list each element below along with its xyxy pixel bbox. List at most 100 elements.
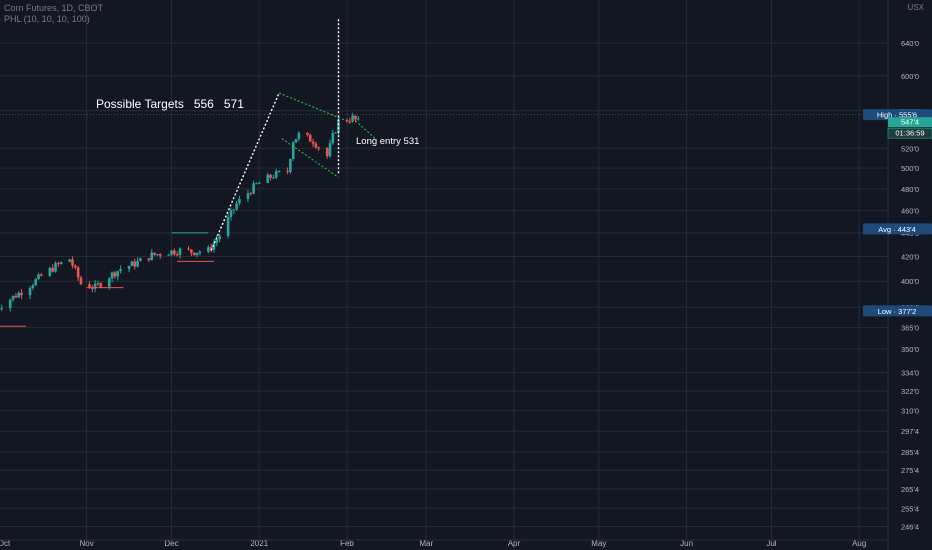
candle-body <box>334 132 337 134</box>
candle-body <box>17 292 21 298</box>
x-tick-label: Aug <box>852 539 866 548</box>
candle-body <box>246 193 250 200</box>
candle-body <box>178 248 182 255</box>
candle-body <box>57 263 60 265</box>
candle-body <box>311 141 315 144</box>
y-tick-label: 350'0 <box>901 345 919 354</box>
candle-body <box>192 252 196 256</box>
candle-body <box>306 132 309 136</box>
candle-body <box>48 267 52 276</box>
candle-body <box>266 174 270 183</box>
y-tick-label: 365'0 <box>901 324 919 333</box>
candle-body <box>110 272 114 279</box>
candle-body <box>325 148 329 157</box>
candle-body <box>331 133 335 144</box>
candle-body <box>215 239 219 243</box>
candle-body <box>116 271 120 277</box>
candle-body <box>212 242 216 250</box>
high-badge-text: High · 555'6 <box>877 111 917 120</box>
candle-body <box>345 119 349 122</box>
candle-body <box>130 261 134 266</box>
price-axis <box>888 0 932 550</box>
candle-body <box>34 279 37 286</box>
y-tick-label: 420'0 <box>901 252 919 261</box>
y-tick-label: 640'0 <box>901 39 919 48</box>
candle-body <box>127 265 131 270</box>
candle-body <box>255 183 258 185</box>
candle-body <box>238 199 241 204</box>
candle-body <box>294 139 298 143</box>
candle-body <box>277 171 281 173</box>
candle-body <box>79 277 83 285</box>
countdown-badge <box>887 127 932 139</box>
candle-body <box>14 295 18 298</box>
candle-body <box>20 292 23 296</box>
candle-body <box>40 274 43 276</box>
candle-body <box>173 250 176 255</box>
candle-body <box>187 248 190 250</box>
candle-body <box>74 265 77 268</box>
x-tick-label: Mar <box>419 539 433 548</box>
candle-body <box>291 142 295 160</box>
candle-body <box>37 274 40 280</box>
candle-body <box>96 283 100 285</box>
candle-body <box>68 259 71 263</box>
breakout-line <box>355 120 376 140</box>
y-tick-label: 322'0 <box>901 387 919 396</box>
candle-body <box>314 143 318 148</box>
symbol-title: Corn Futures, 1D, CBOT <box>4 3 104 13</box>
x-tick-label: Dec <box>164 539 178 548</box>
candle-body <box>257 182 261 184</box>
x-tick-label: 2021 <box>250 539 268 548</box>
candle-body <box>308 135 312 142</box>
candle-body <box>150 252 154 261</box>
candle-body <box>354 115 357 120</box>
candle-body <box>170 250 173 255</box>
candle-body <box>167 254 170 256</box>
y-tick-label: 520'0 <box>901 144 919 153</box>
currency-label: USX <box>907 3 924 12</box>
candle-body <box>156 254 159 256</box>
low-badge-text: Low · 377'2 <box>878 307 917 316</box>
y-tick-label: 334'0 <box>901 369 919 378</box>
candle-body <box>317 147 320 149</box>
y-tick-label: 246'4 <box>901 522 919 531</box>
y-tick-label: 265'4 <box>901 485 919 494</box>
last-price-badge-text: 547'4 <box>901 118 919 127</box>
flagpole-line <box>210 92 280 251</box>
y-tick-label: 460'0 <box>901 206 919 215</box>
candle-body <box>207 247 210 252</box>
last-price-badge <box>888 117 932 128</box>
candle-body <box>99 283 103 287</box>
y-tick-label: 500'0 <box>901 164 919 173</box>
indicator-label: PHL (10, 10, 10, 100) <box>4 14 90 24</box>
x-tick-label: Apr <box>508 539 521 548</box>
x-tick-label: Jun <box>680 539 693 548</box>
candle-body <box>175 254 179 256</box>
candle-body <box>289 159 292 172</box>
candle-body <box>153 252 156 255</box>
candle-body <box>51 267 54 272</box>
candle-body <box>119 269 122 272</box>
candle-body <box>351 115 354 122</box>
candle-body <box>286 171 289 173</box>
candle-body <box>232 209 236 211</box>
candle-body <box>107 278 111 287</box>
candle-body <box>28 287 32 296</box>
candle-body <box>252 183 255 194</box>
candle-body <box>31 285 35 288</box>
y-tick-label: 600'0 <box>901 72 919 81</box>
candle-body <box>274 171 278 178</box>
candle-body <box>328 143 332 157</box>
candle-body <box>297 132 301 140</box>
candle-body <box>337 119 340 133</box>
y-tick-label: 310'0 <box>901 406 919 415</box>
candle-body <box>147 258 151 261</box>
candle-body <box>226 216 230 236</box>
candle-body <box>76 267 80 278</box>
candle-body <box>348 121 352 123</box>
candle-body <box>11 295 15 300</box>
candle-body <box>158 254 162 256</box>
x-tick-label: May <box>591 539 606 548</box>
